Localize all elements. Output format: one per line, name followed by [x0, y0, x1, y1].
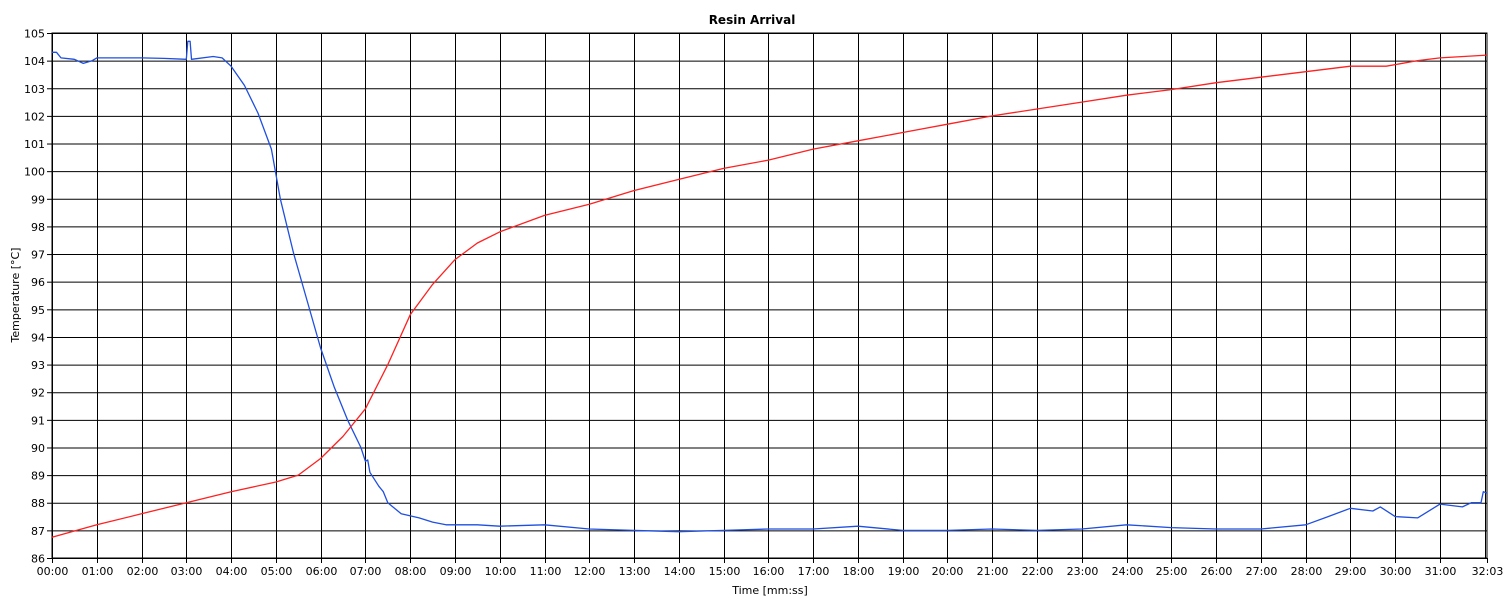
y-tick-label: 105	[24, 28, 45, 41]
x-tick-label: 05:00	[261, 565, 293, 578]
y-tick-label: 89	[31, 470, 45, 483]
series-line-1	[52, 40, 1488, 533]
x-tick-label: 08:00	[395, 565, 427, 578]
x-tick-label: 10:00	[485, 565, 517, 578]
y-tick-label: 88	[31, 497, 45, 510]
y-tick-label: 93	[31, 359, 45, 372]
y-tick-label: 90	[31, 442, 45, 455]
x-axis-label: Time [mm:ss]	[731, 584, 808, 597]
x-tick-label: 17:00	[798, 565, 830, 578]
y-tick-label: 97	[31, 249, 45, 262]
x-tick-label: 11:00	[530, 565, 562, 578]
y-tick-label: 86	[31, 553, 45, 566]
plot-frame	[51, 32, 1488, 559]
y-tick-label: 87	[31, 525, 45, 538]
x-tick-label: 12:00	[574, 565, 606, 578]
x-tick-label: 21:00	[977, 565, 1009, 578]
y-tick-label: 104	[24, 55, 45, 68]
x-tick-label: 31:00	[1425, 565, 1457, 578]
y-tick-label: 91	[31, 414, 45, 427]
y-axis: 86 87 88 89 90 91 92 93 94 95 96 97 98 99 100 101 102 103…	[24, 28, 52, 566]
x-tick-label: 13:00	[619, 565, 651, 578]
x-tick-label: 19:00	[888, 565, 920, 578]
y-tick-label: 101	[24, 138, 45, 151]
x-tick-label: 24:00	[1112, 565, 1144, 578]
x-axis: 00:00 01:00 02:00 03:00 04:00 05:00 06:00 07:00…	[37, 558, 1504, 578]
y-tick-label: 92	[31, 387, 45, 400]
x-tick-label: 02:00	[127, 565, 159, 578]
chart-title: Resin Arrival	[709, 13, 796, 27]
y-tick-label: 103	[24, 83, 45, 96]
x-tick-label: 06:00	[306, 565, 338, 578]
x-tick-label: 07:00	[350, 565, 382, 578]
y-axis-label: Temperature [°C]	[9, 248, 22, 344]
y-tick-label: 100	[24, 166, 45, 179]
x-tick-label: 26:00	[1201, 565, 1233, 578]
x-tick-label: 14:00	[664, 565, 696, 578]
x-tick-label: 18:00	[843, 565, 875, 578]
y-tick-label: 99	[31, 193, 45, 206]
x-tick-label: 23:00	[1067, 565, 1099, 578]
series-line-2	[51, 54, 1488, 538]
y-tick-label: 102	[24, 110, 45, 123]
x-tick-label: 25:00	[1156, 565, 1188, 578]
y-tick-label: 96	[31, 276, 45, 289]
y-tick-label: 94	[31, 331, 45, 344]
y-tick-label: 98	[31, 221, 45, 234]
series-layer	[51, 40, 1488, 538]
x-tick-label: 00:00	[37, 565, 69, 578]
x-tick-label: 04:00	[216, 565, 248, 578]
x-tick-label: 32:03	[1472, 565, 1504, 578]
x-tick-label: 09:00	[440, 565, 472, 578]
x-tick-label: 27:00	[1246, 565, 1278, 578]
x-tick-label: 29:00	[1335, 565, 1367, 578]
x-tick-label: 20:00	[932, 565, 964, 578]
x-tick-label: 15:00	[709, 565, 741, 578]
grid	[51, 32, 1488, 559]
x-tick-label: 01:00	[82, 565, 114, 578]
x-tick-label: 16:00	[753, 565, 785, 578]
x-tick-label: 30:00	[1380, 565, 1412, 578]
x-tick-label: 22:00	[1022, 565, 1054, 578]
y-tick-label: 95	[31, 304, 45, 317]
x-tick-label: 28:00	[1291, 565, 1323, 578]
x-tick-label: 03:00	[171, 565, 203, 578]
